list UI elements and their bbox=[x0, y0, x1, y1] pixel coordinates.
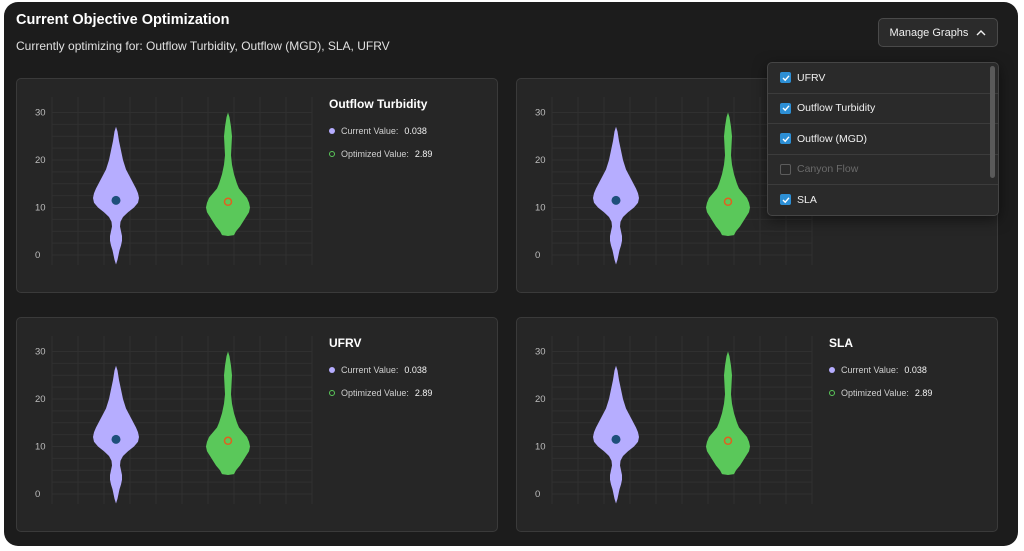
y-tick-label: 10 bbox=[35, 203, 46, 214]
legend-optimized-label: Optimized Value: bbox=[341, 388, 409, 398]
dropdown-item-outflow-turbidity[interactable]: Outflow Turbidity bbox=[768, 94, 998, 124]
violin-current bbox=[593, 126, 639, 265]
violin-plot: 30 20 10 0 bbox=[535, 336, 813, 504]
legend-current: Current Value: 0.038 bbox=[329, 365, 427, 375]
dropdown-item-label: Outflow (MGD) bbox=[797, 132, 868, 145]
chart-title: Outflow Turbidity bbox=[329, 97, 428, 111]
legend-optimized-label: Optimized Value: bbox=[841, 388, 909, 398]
violin-optimized bbox=[206, 112, 250, 236]
legend-current-value: 0.038 bbox=[904, 365, 927, 375]
violin-current bbox=[93, 365, 139, 504]
chart-card-ufrv: 30 20 10 0 UFRV Current Value: 0.038 Optimi… bbox=[16, 317, 498, 532]
dropdown-item-label: Canyon Flow bbox=[797, 163, 859, 176]
median-marker-optimized bbox=[223, 197, 233, 207]
dropdown-item-label: SLA bbox=[797, 193, 817, 206]
y-tick-label: 30 bbox=[535, 108, 546, 119]
y-tick-label: 30 bbox=[35, 108, 46, 119]
legend-current-label: Current Value: bbox=[341, 365, 399, 375]
legend-current: Current Value: 0.038 bbox=[829, 365, 927, 375]
median-marker-current bbox=[111, 434, 121, 444]
legend-current-value: 0.038 bbox=[404, 126, 427, 136]
legend-current-label: Current Value: bbox=[341, 126, 399, 136]
plot-grid bbox=[51, 97, 313, 265]
current-dot-icon bbox=[329, 128, 335, 134]
optimized-dot-icon bbox=[329, 151, 335, 157]
current-dot-icon bbox=[329, 367, 335, 373]
y-tick-label: 0 bbox=[535, 250, 540, 261]
y-tick-label: 20 bbox=[535, 394, 546, 405]
chart-title: SLA bbox=[829, 336, 853, 350]
plot-grid bbox=[551, 336, 813, 504]
checkbox-checked-icon[interactable] bbox=[780, 102, 791, 114]
plot-grid bbox=[51, 336, 313, 504]
checkbox-checked-icon[interactable] bbox=[780, 194, 791, 206]
violin-optimized bbox=[706, 351, 750, 475]
current-dot-icon bbox=[829, 367, 835, 373]
legend-current-label: Current Value: bbox=[841, 365, 899, 375]
legend-optimized-value: 2.89 bbox=[414, 149, 433, 159]
median-marker-current bbox=[111, 195, 121, 205]
dropdown-item-canyon-flow[interactable]: Canyon Flow bbox=[768, 155, 998, 185]
median-marker-current bbox=[611, 195, 621, 205]
y-tick-label: 0 bbox=[35, 250, 40, 261]
checkbox-unchecked-icon[interactable] bbox=[780, 163, 791, 175]
y-tick-label: 30 bbox=[35, 347, 46, 358]
legend-optimized-label: Optimized Value: bbox=[341, 149, 409, 159]
checkbox-checked-icon[interactable] bbox=[780, 133, 791, 145]
y-tick-label: 20 bbox=[35, 155, 46, 166]
app-window: Current Objective Optimization Currently… bbox=[4, 2, 1018, 546]
checkbox-checked-icon[interactable] bbox=[780, 72, 791, 84]
legend-optimized: Optimized Value: 2.89 bbox=[329, 388, 432, 398]
dropdown-scrollbar[interactable] bbox=[990, 66, 995, 178]
manage-graphs-button[interactable]: Manage Graphs bbox=[878, 18, 998, 47]
legend-optimized: Optimized Value: 2.89 bbox=[329, 149, 432, 159]
y-tick-label: 20 bbox=[35, 394, 46, 405]
manage-graphs-label: Manage Graphs bbox=[889, 26, 969, 39]
page-title: Current Objective Optimization bbox=[16, 12, 230, 28]
optimized-dot-icon bbox=[329, 390, 335, 396]
optimized-dot-icon bbox=[829, 390, 835, 396]
median-marker-optimized bbox=[723, 197, 733, 207]
chart-card-sla: 30 20 10 0 SLA Current Value: 0.038 Optimiz… bbox=[516, 317, 998, 532]
violin-current bbox=[93, 126, 139, 265]
y-tick-label: 30 bbox=[535, 347, 546, 358]
chevron-up-icon bbox=[976, 29, 986, 36]
y-tick-label: 10 bbox=[35, 442, 46, 453]
dropdown-item-label: Outflow Turbidity bbox=[797, 102, 876, 115]
y-tick-label: 0 bbox=[535, 489, 540, 500]
dropdown-item-label: UFRV bbox=[797, 71, 826, 84]
y-tick-label: 10 bbox=[535, 203, 546, 214]
legend-current: Current Value: 0.038 bbox=[329, 126, 427, 136]
chart-title: UFRV bbox=[329, 336, 362, 350]
y-tick-label: 0 bbox=[35, 489, 40, 500]
legend-current-value: 0.038 bbox=[404, 365, 427, 375]
violin-plot: 30 20 10 0 bbox=[35, 97, 313, 265]
chart-card-outflow-turbidity: 30 20 10 0 Outflow Turbidity Current Value:… bbox=[16, 78, 498, 293]
dropdown-item-ufrv[interactable]: UFRV bbox=[768, 63, 998, 94]
violin-current bbox=[593, 365, 639, 504]
dropdown-item-outflow-mgd[interactable]: Outflow (MGD) bbox=[768, 124, 998, 155]
page-subtitle: Currently optimizing for: Outflow Turbid… bbox=[16, 39, 390, 53]
y-tick-label: 10 bbox=[535, 442, 546, 453]
legend-optimized-value: 2.89 bbox=[914, 388, 933, 398]
median-marker-optimized bbox=[223, 436, 233, 446]
manage-graphs-dropdown: UFRV Outflow Turbidity Outflow (MGD) Can… bbox=[767, 62, 999, 216]
violin-plot: 30 20 10 0 bbox=[35, 336, 313, 504]
median-marker-optimized bbox=[723, 436, 733, 446]
legend-optimized-value: 2.89 bbox=[414, 388, 433, 398]
violin-optimized bbox=[206, 351, 250, 475]
dropdown-item-sla[interactable]: SLA bbox=[768, 185, 998, 215]
violin-optimized bbox=[706, 112, 750, 236]
median-marker-current bbox=[611, 434, 621, 444]
y-tick-label: 20 bbox=[535, 155, 546, 166]
legend-optimized: Optimized Value: 2.89 bbox=[829, 388, 932, 398]
